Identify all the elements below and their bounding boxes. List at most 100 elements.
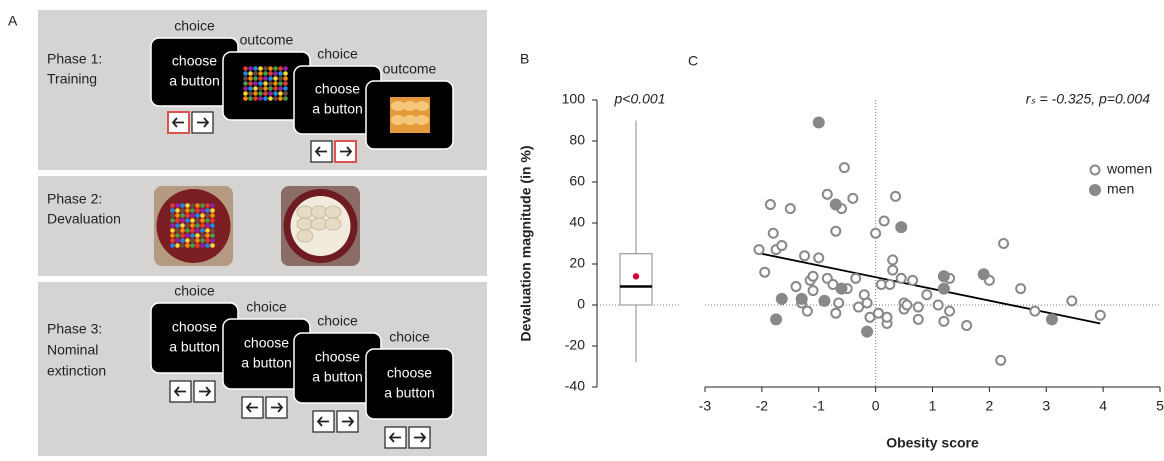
panel-label: B [520, 51, 529, 67]
candy-dot [253, 81, 258, 86]
point [836, 283, 847, 294]
candy-dot [200, 218, 205, 223]
point [766, 200, 775, 209]
candy-dot [205, 213, 210, 218]
candy-dot [180, 238, 185, 243]
candy-dot [175, 213, 180, 218]
point [888, 266, 897, 275]
point [848, 194, 857, 203]
candy-dot [195, 223, 200, 228]
y-tick-label: 40 [569, 214, 585, 230]
point [908, 276, 917, 285]
candy-dot [258, 86, 263, 91]
candy-dot [190, 228, 195, 233]
candy-dot [258, 66, 263, 71]
candy-dot [268, 86, 273, 91]
candy-dot [205, 218, 210, 223]
candy-dot [248, 91, 253, 96]
annotation: rₛ = -0.325, p=0.004 [1026, 91, 1151, 107]
candy-dot [253, 86, 258, 91]
candy-dot [210, 238, 215, 243]
phase-title: Phase 3: [47, 321, 102, 337]
screen-text: choose [172, 319, 217, 335]
y-tick-label: 20 [569, 255, 585, 271]
chip [391, 115, 405, 125]
chip [297, 230, 313, 242]
candy-dot [258, 71, 263, 76]
legend-marker [1090, 185, 1101, 196]
candy-dot [175, 233, 180, 238]
point [813, 117, 824, 128]
x-tick-label: 5 [1156, 398, 1164, 414]
point [819, 295, 830, 306]
candy-dot [263, 86, 268, 91]
phase-title: Devaluation [47, 211, 121, 227]
candy-dot [258, 76, 263, 81]
candy-dot [268, 66, 273, 71]
candy-dot [273, 71, 278, 76]
x-tick-label: -1 [813, 398, 826, 414]
candy-dot [268, 81, 273, 86]
point [938, 271, 949, 282]
legend-marker [1091, 166, 1100, 175]
candy-dot [180, 218, 185, 223]
candy-dot [248, 81, 253, 86]
point [897, 274, 906, 283]
point [771, 314, 782, 325]
candy-dot [170, 233, 175, 238]
candy-dot [248, 96, 253, 101]
screen-text: a button [384, 385, 435, 401]
candy-dot [278, 96, 283, 101]
point [1096, 311, 1105, 320]
point [1030, 307, 1039, 316]
point [883, 313, 892, 322]
x-axis-label: Obesity score [886, 435, 979, 451]
point [777, 241, 786, 250]
point [760, 268, 769, 277]
candy-dot [185, 228, 190, 233]
point [776, 293, 787, 304]
candy-dot [283, 66, 288, 71]
candy-dot [205, 208, 210, 213]
candy-dot [243, 91, 248, 96]
point [809, 286, 818, 295]
panel-label: A [8, 13, 18, 29]
candy-dot [180, 228, 185, 233]
candy-dot [175, 238, 180, 243]
candy-dot [205, 243, 210, 248]
phase-title: Training [47, 71, 97, 87]
candy-dot [185, 203, 190, 208]
candy-dot [190, 238, 195, 243]
x-tick-label: 0 [872, 398, 880, 414]
candy-dot [195, 213, 200, 218]
point [996, 356, 1005, 365]
screen-caption: choice [317, 46, 358, 62]
point [962, 321, 971, 330]
figure: A Phase 1:Trainingchoicechoosea buttonou… [0, 0, 1164, 456]
candy-dot [175, 203, 180, 208]
candy-dot [283, 86, 288, 91]
candy-dot [253, 96, 258, 101]
screen-text: a button [312, 101, 363, 117]
candy-dot [180, 243, 185, 248]
point [885, 280, 894, 289]
point [823, 190, 832, 199]
candy-dot [200, 228, 205, 233]
phase-title: extinction [47, 363, 106, 379]
annotation: p<0.001 [614, 91, 666, 107]
candy-dot [278, 66, 283, 71]
chip [415, 115, 429, 125]
chip [391, 101, 405, 111]
candy-dot [205, 238, 210, 243]
candy-dot [243, 96, 248, 101]
point [800, 251, 809, 260]
y-tick-label: 80 [569, 132, 585, 148]
candy-dot [243, 81, 248, 86]
candy-dot [243, 66, 248, 71]
panel-label: C [688, 53, 698, 69]
candy-dot [268, 91, 273, 96]
screen-caption: outcome [383, 61, 437, 77]
point [796, 293, 807, 304]
candy-dot [170, 213, 175, 218]
x-tick-label: 2 [985, 398, 993, 414]
